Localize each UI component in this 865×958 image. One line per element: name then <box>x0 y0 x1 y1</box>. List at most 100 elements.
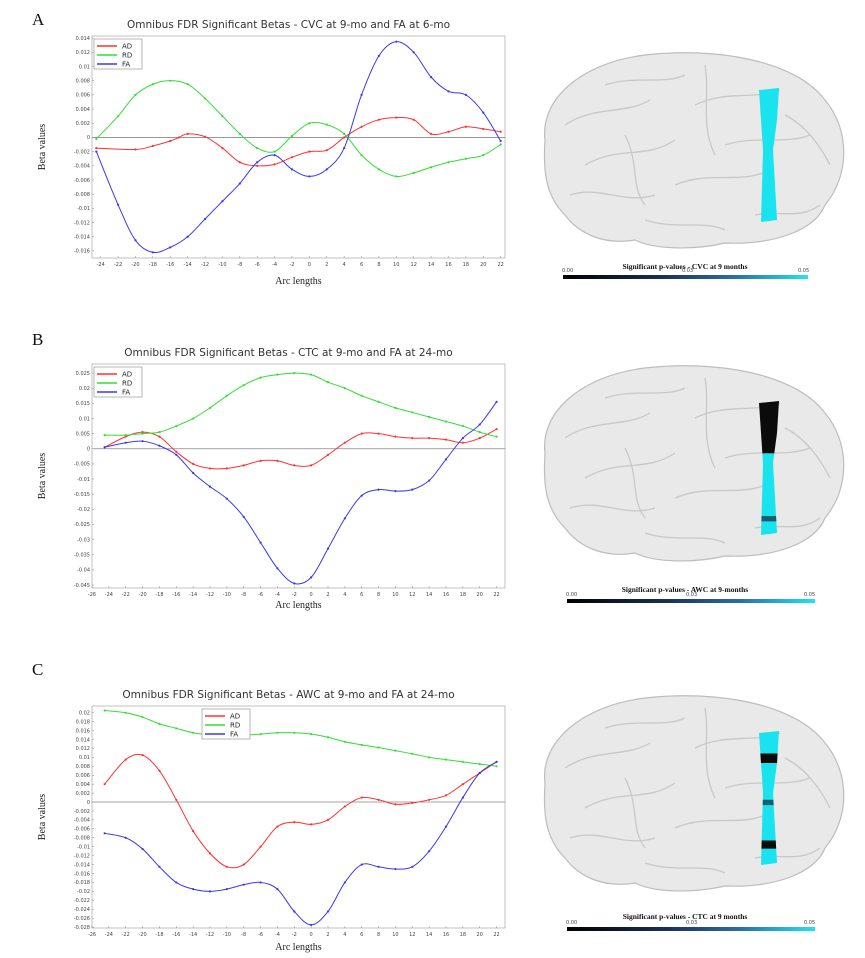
y-tick-label: -0.015 <box>74 492 90 498</box>
data-point-fa <box>134 239 137 242</box>
y-tick-label: -0.02 <box>77 889 90 895</box>
colorbar-title-a: Significant p-values - CVC at 9 months <box>622 262 748 271</box>
legend-label-rd: RD <box>122 380 132 388</box>
tract-segment <box>759 88 779 222</box>
colorbar-tick: 0.00 <box>566 920 578 926</box>
x-tick-label: 22 <box>493 932 499 938</box>
data-point-ad <box>158 435 161 438</box>
x-tick-label: 18 <box>463 262 469 268</box>
y-tick-label: -0.012 <box>74 220 90 226</box>
x-tick-label: -2 <box>289 262 294 268</box>
brain-gyrus <box>564 742 651 769</box>
x-tick-label: 22 <box>493 592 499 598</box>
brain-silhouette <box>543 52 845 249</box>
data-point-fa <box>124 441 127 444</box>
data-point-fa <box>461 796 464 799</box>
y-tick-label: 0.004 <box>76 782 90 788</box>
data-point-fa <box>429 76 433 79</box>
x-tick-label: 6 <box>360 592 363 598</box>
data-point-fa <box>495 760 498 763</box>
data-point-rd <box>360 154 363 157</box>
data-point-rd <box>343 740 346 743</box>
y-tick-label: -0.045 <box>74 583 90 589</box>
x-tick-label: 20 <box>477 932 483 938</box>
data-point-ad <box>444 794 448 797</box>
x-tick-label: -22 <box>114 262 122 268</box>
brain-rendering-c <box>543 695 845 892</box>
colorbar-a <box>563 275 808 279</box>
data-point-ad <box>464 125 467 128</box>
x-tick-label: -20 <box>138 592 146 598</box>
y-tick-label: -0.008 <box>74 192 90 198</box>
data-point-ad <box>310 464 313 467</box>
brain-gyrus <box>704 707 716 799</box>
series-line-rd <box>95 80 501 178</box>
plot-frame <box>91 705 506 929</box>
data-point-fa <box>411 865 414 868</box>
data-point-ad <box>343 805 346 808</box>
y-tick-label: -0.01 <box>77 206 90 212</box>
data-point-rd <box>273 150 276 153</box>
data-point-fa <box>186 235 189 238</box>
colorbar-tick: 0.05 <box>804 920 816 926</box>
y-tick-label: 0.005 <box>76 431 90 437</box>
y-axis-label: Beta values <box>37 453 48 499</box>
data-point-ad <box>259 845 262 848</box>
brain-gyrus <box>624 777 646 849</box>
y-tick-label: -0.026 <box>74 916 90 922</box>
y-tick-label: 0.002 <box>76 791 90 797</box>
x-tick-label: 10 <box>393 262 399 268</box>
data-point-fa <box>116 203 120 206</box>
data-point-fa <box>326 910 330 913</box>
data-point-ad <box>158 769 161 772</box>
y-tick-label: -0.016 <box>74 871 90 877</box>
x-tick-label: -10 <box>218 262 226 268</box>
data-point-rd <box>428 415 431 419</box>
data-point-fa <box>377 865 380 868</box>
brain-gyrus <box>784 427 831 479</box>
y-tick-label: 0.008 <box>76 764 90 770</box>
data-point-fa <box>499 139 502 143</box>
x-tick-label: 20 <box>480 262 486 268</box>
x-tick-label: 6 <box>360 932 363 938</box>
data-point-rd <box>461 760 464 763</box>
data-point-ad <box>308 150 311 153</box>
series-line-rd <box>104 372 497 438</box>
y-tick-label: -0.01 <box>77 845 90 851</box>
panel-letter-b: B <box>32 330 44 349</box>
data-point-ad <box>169 139 172 143</box>
tract-band <box>759 401 779 454</box>
legend-label-ad: AD <box>122 43 132 51</box>
y-tick-label: 0.004 <box>76 107 90 113</box>
y-tick-label: 0.014 <box>76 36 90 42</box>
data-point-rd <box>186 83 189 86</box>
colorbar-tick: 0.05 <box>798 268 810 274</box>
data-point-rd <box>221 115 224 118</box>
data-point-fa <box>141 440 144 443</box>
tract-band <box>761 515 777 522</box>
data-point-rd <box>141 432 144 435</box>
legend-label-rd: RD <box>122 52 132 60</box>
data-point-ad <box>429 132 433 135</box>
colorbar-tick: 0.00 <box>566 592 578 598</box>
data-point-rd <box>411 752 414 755</box>
brain-gyrus <box>784 757 831 809</box>
chart-title: Omnibus FDR Significant Betas - CVC at 9… <box>127 19 450 31</box>
data-point-fa <box>259 541 262 544</box>
x-tick-label: 14 <box>426 932 432 938</box>
brain-silhouette <box>543 695 845 892</box>
data-point-ad <box>242 863 245 866</box>
y-tick-label: -0.012 <box>74 853 90 859</box>
data-point-ad <box>360 796 363 799</box>
x-tick-label: -16 <box>166 262 174 268</box>
data-point-ad <box>343 441 346 444</box>
data-point-rd <box>478 762 481 766</box>
data-point-rd <box>482 154 485 157</box>
data-point-fa <box>394 867 397 871</box>
x-tick-label: 12 <box>409 932 415 938</box>
data-point-ad <box>141 754 144 757</box>
data-point-fa <box>360 494 363 497</box>
data-point-rd <box>293 371 296 375</box>
x-tick-label: -8 <box>241 592 246 598</box>
data-point-ad <box>325 149 328 152</box>
